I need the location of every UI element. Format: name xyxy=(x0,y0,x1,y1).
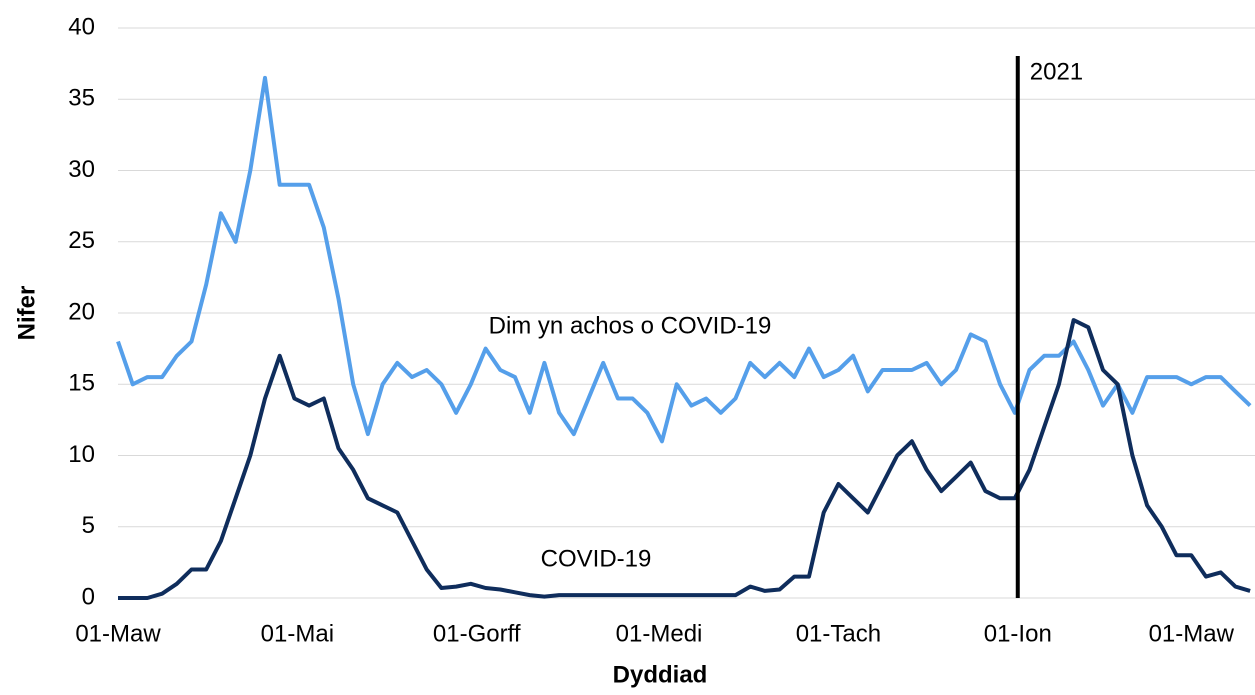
x-tick-label: 01-Mai xyxy=(261,620,334,647)
x-tick-label: 01-Maw xyxy=(75,620,161,647)
y-axis-label: Nifer xyxy=(13,286,40,341)
x-tick-label: 01-Medi xyxy=(616,620,703,647)
series-label: COVID-19 xyxy=(541,545,652,572)
y-tick-label: 0 xyxy=(82,583,95,610)
x-tick-label: 01-Maw xyxy=(1149,620,1235,647)
series-label: Dim yn achos o COVID-19 xyxy=(489,312,772,339)
y-tick-label: 5 xyxy=(82,512,95,539)
series-line xyxy=(116,75,1252,444)
x-tick-label: 01-Gorff xyxy=(433,620,521,647)
series-line xyxy=(118,318,1251,600)
y-tick-label: 20 xyxy=(68,298,95,325)
y-tick-label: 10 xyxy=(68,441,95,468)
y-tick-label: 15 xyxy=(68,370,95,397)
y-tick-label: 25 xyxy=(68,227,95,254)
year-label: 2021 xyxy=(1030,58,1083,85)
x-axis-label: Dyddiad xyxy=(613,661,708,688)
y-tick-label: 40 xyxy=(68,13,95,40)
y-tick-label: 30 xyxy=(68,156,95,183)
x-tick-label: 01-Tach xyxy=(796,620,881,647)
x-tick-label: 01-Ion xyxy=(984,620,1052,647)
y-tick-label: 35 xyxy=(68,85,95,112)
